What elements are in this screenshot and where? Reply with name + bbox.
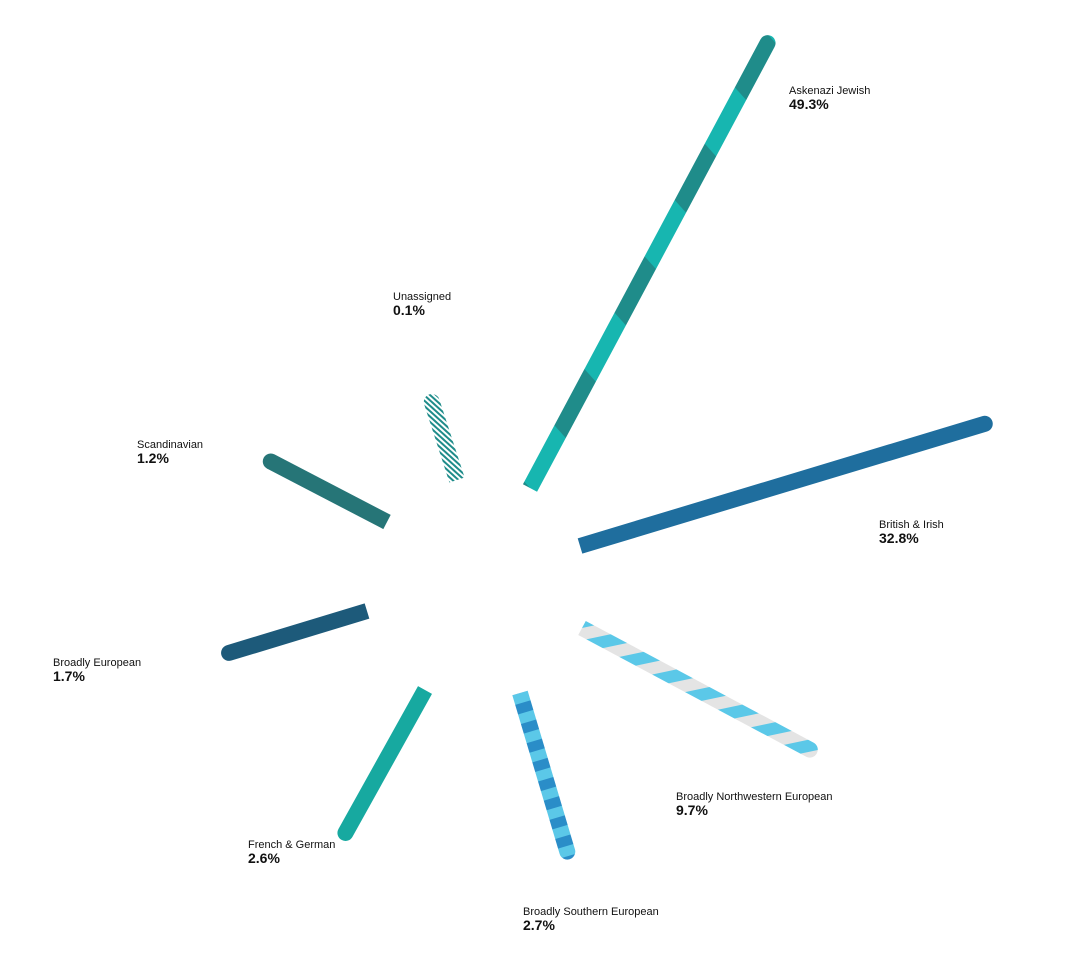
category-label: Askenazi Jewish	[789, 85, 870, 97]
value-label: 2.6%	[248, 850, 280, 866]
bar	[423, 394, 465, 483]
category-label: Broadly Southern European	[523, 906, 659, 918]
category-label: Broadly Northwestern European	[676, 791, 833, 803]
bar-group	[512, 690, 576, 860]
value-label: 2.7%	[523, 917, 555, 933]
bar	[577, 415, 993, 554]
category-label: British & Irish	[879, 519, 944, 531]
category-label: Scandinavian	[137, 439, 203, 451]
category-label: Broadly European	[53, 657, 141, 669]
bar-group	[423, 394, 465, 483]
value-label: 0.1%	[393, 302, 425, 318]
bar-group	[262, 453, 391, 530]
value-label: 49.3%	[789, 96, 829, 112]
value-label: 1.2%	[137, 450, 169, 466]
category-label: Unassigned	[393, 291, 451, 303]
value-label: 9.7%	[676, 802, 708, 818]
category-label: French & German	[248, 839, 335, 851]
bar	[221, 603, 370, 661]
bar	[578, 620, 818, 758]
bar-group	[221, 603, 370, 661]
bar	[262, 453, 391, 530]
bar-group	[337, 686, 432, 841]
bar	[337, 686, 432, 841]
bar	[522, 35, 776, 492]
bar	[512, 690, 576, 860]
bar-group	[522, 35, 776, 492]
bar-group	[578, 620, 818, 758]
value-label: 32.8%	[879, 530, 919, 546]
value-label: 1.7%	[53, 668, 85, 684]
bar-group	[577, 415, 993, 554]
